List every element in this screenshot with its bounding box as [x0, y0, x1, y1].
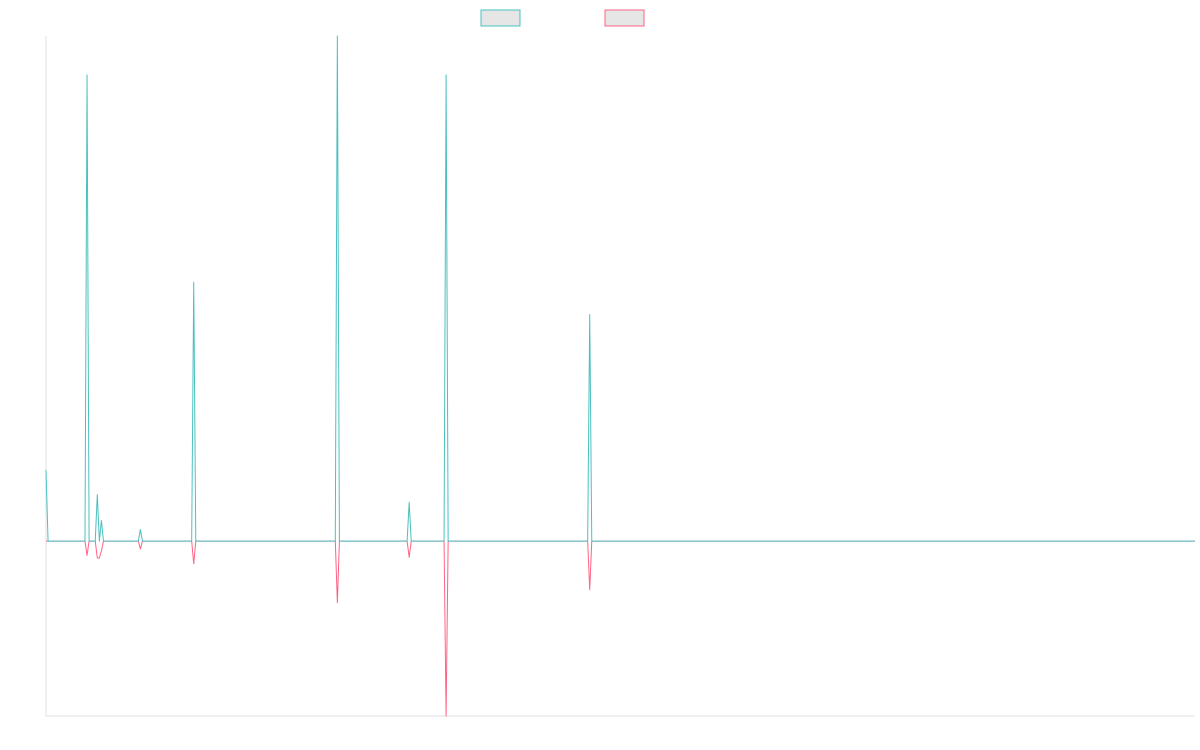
legend-swatch-b[interactable] — [604, 9, 645, 27]
legend-swatch-a[interactable] — [480, 9, 521, 27]
series-line-b — [46, 540, 1195, 717]
series-layer — [45, 35, 1195, 717]
chart-axes — [45, 36, 1195, 717]
legend — [480, 9, 645, 27]
series-line-a — [45, 35, 1195, 542]
